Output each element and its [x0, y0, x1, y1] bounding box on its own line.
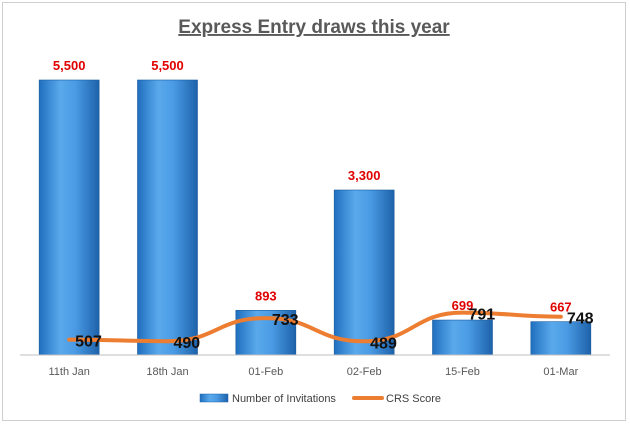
x-tick-label-0: 11th Jan: [48, 366, 89, 378]
bar-value-label-5: 667: [550, 300, 572, 315]
bar-value-label-2: 893: [255, 288, 277, 303]
crs-value-label-1: 490: [174, 335, 201, 352]
bar-1: [137, 79, 198, 356]
chart-frame: [2, 2, 626, 421]
crs-value-label-0: 507: [75, 334, 102, 351]
bar-value-label-3: 3,300: [348, 168, 381, 183]
legend: Number of Invitations CRS Score: [199, 393, 441, 405]
x-tick-label-1: 18th Jan: [146, 366, 188, 378]
crs-value-label-4: 791: [469, 307, 496, 324]
bar-3: [333, 189, 395, 356]
legend-label-invitations: Number of Invitations: [232, 393, 336, 405]
legend-label-crs: CRS Score: [386, 393, 441, 405]
bar-value-label-4: 699: [452, 298, 474, 313]
chart-title: Express Entry draws this year: [178, 17, 450, 38]
bar-value-label-0: 5,500: [53, 58, 86, 73]
x-tick-label-4: 15-Feb: [445, 366, 480, 378]
bar-value-label-1: 5,500: [151, 58, 184, 73]
crs-value-label-2: 733: [272, 312, 299, 329]
x-tick-label-5: 01-Mar: [543, 366, 578, 378]
crs-value-label-3: 489: [370, 335, 397, 352]
x-tick-label-2: 01-Feb: [248, 366, 283, 378]
x-tick-labels: 11th Jan 18th Jan 01-Feb 02-Feb 15-Feb 01-Mar: [48, 366, 578, 378]
bars-layer: [38, 79, 592, 356]
crs-value-label-5: 748: [567, 311, 594, 328]
legend-swatch-invitations: [199, 393, 229, 403]
bar-4: [432, 319, 493, 356]
crs-score-line: [67, 310, 563, 344]
data-labels-layer: 5,500 5,500 893 3,300 699 667 507 490 733 489 791 7…: [53, 58, 594, 352]
bar-0: [38, 79, 100, 356]
crs-line-layer: [67, 310, 563, 344]
x-tick-label-3: 02-Feb: [347, 366, 382, 378]
